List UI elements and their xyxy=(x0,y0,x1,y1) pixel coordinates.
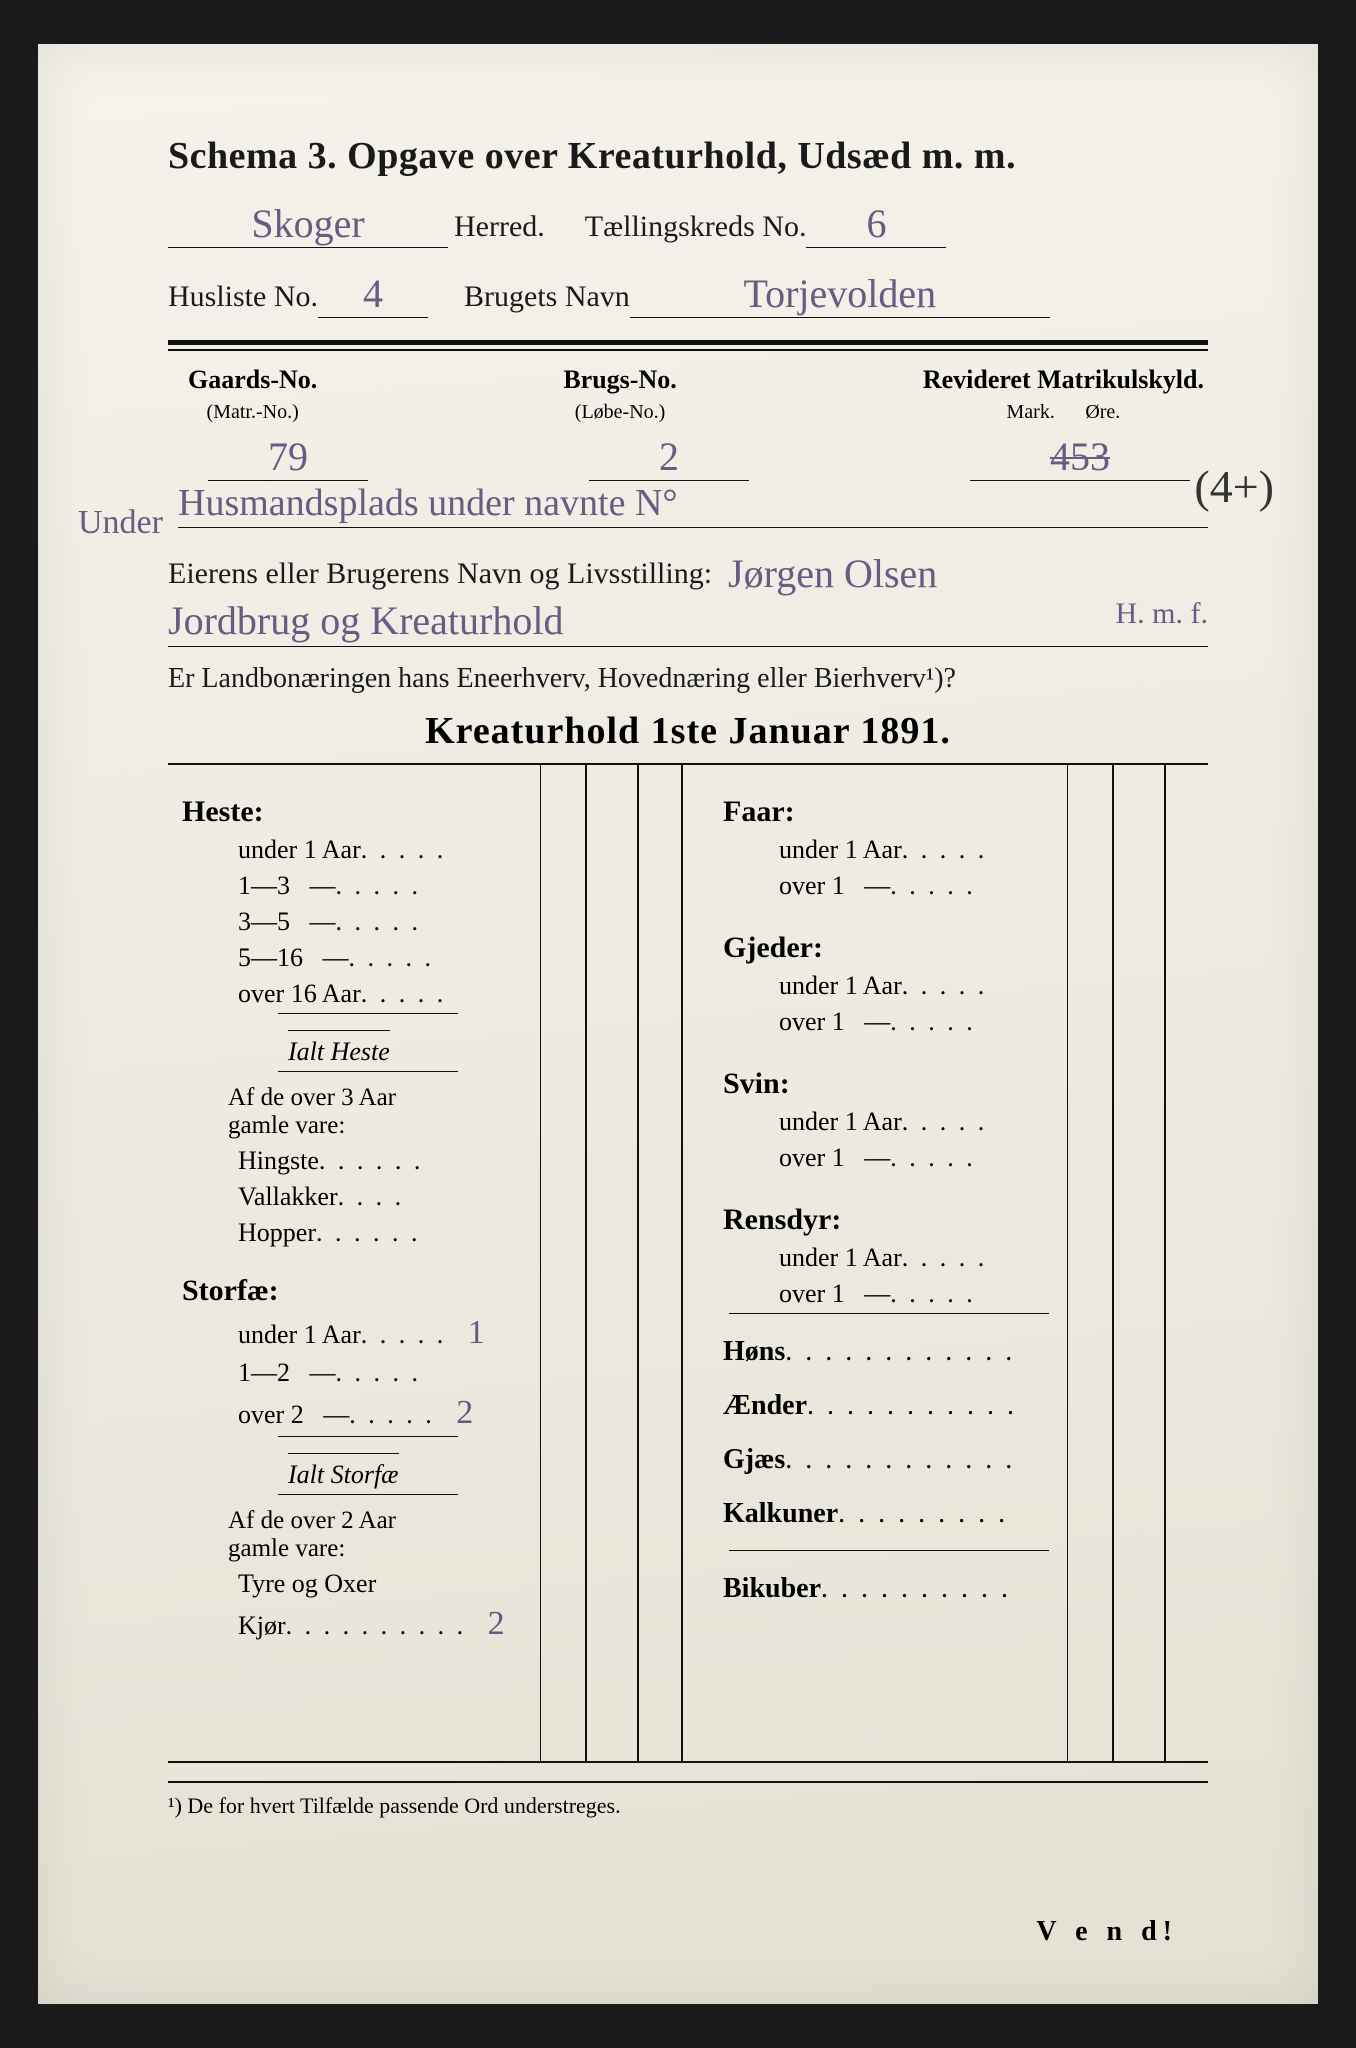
husliste-label: Husliste No. xyxy=(168,280,318,314)
column-values: 79 2 453 xyxy=(168,429,1208,477)
heste-sub: Af de over 3 Aar gamle vare: xyxy=(228,1084,667,1140)
storfae-sub: Af de over 2 Aar gamle vare: xyxy=(228,1507,667,1563)
col-gaards-sub: (Matr.-No.) xyxy=(207,401,299,423)
husmand-note: Husmandsplads under navnte N° xyxy=(178,481,1208,528)
item-kalkuner: Kalkuner . . . . . . . . . xyxy=(723,1498,1208,1530)
cat-rensdyr: Rensdyr: xyxy=(723,1203,1208,1237)
rule-kalk xyxy=(729,1550,1049,1551)
rule-heste xyxy=(278,1013,458,1014)
owner-value2: Jordbrug og Kreaturhold xyxy=(168,598,563,643)
brugets-value: Torjevolden xyxy=(630,270,1050,318)
item-r-o1: over 1 — . . . . . xyxy=(779,1279,1208,1309)
row-husliste: Husliste No. 4 Brugets Navn Torjevolden xyxy=(168,266,1208,314)
col-ore: Øre. xyxy=(1085,401,1120,423)
col-brugs: Brugs-No. (Løbe-No.) xyxy=(563,365,676,425)
val-s-o2: 2 xyxy=(435,1394,495,1432)
item-sv-o1: over 1 — . . . . . xyxy=(779,1143,1208,1173)
rule-storfae2 xyxy=(278,1494,458,1495)
item-s-12: 1—2 — . . . . . xyxy=(238,1358,667,1388)
schema-title: Schema 3. Opgave over Kreaturhold, Udsæd… xyxy=(168,134,1208,178)
col-skyld: Revideret Matrikulskyld. Mark. Øre. xyxy=(923,365,1204,425)
vend: V e n d! xyxy=(1036,1916,1178,1948)
tally-border-l xyxy=(540,765,542,1761)
val-kjor: 2 xyxy=(466,1605,526,1643)
owner-value1: Jørgen Olsen xyxy=(728,551,937,596)
rule-heste2 xyxy=(278,1071,458,1072)
herred-value: Skoger xyxy=(168,200,448,248)
col-gaards: Gaards-No. (Matr.-No.) xyxy=(188,365,317,425)
owner-row: Eierens eller Brugerens Navn og Livsstil… xyxy=(168,546,1208,593)
under-note: Under xyxy=(78,504,163,542)
rule-storfae xyxy=(278,1436,458,1437)
col-brugs-label: Brugs-No. xyxy=(563,365,676,394)
footnote: ¹) De for hvert Tilfælde passende Ord un… xyxy=(168,1781,1208,1819)
herred-label: Herred. xyxy=(454,210,545,244)
skyld-value: 453 xyxy=(970,433,1190,481)
item-hingste: Hingste . . . . . . xyxy=(238,1146,667,1176)
owner-hmf: H. m. f. xyxy=(1116,597,1209,631)
cat-storfae: Storfæ: xyxy=(182,1274,667,1308)
item-kjor: Kjør . . . . . . . . . .2 xyxy=(238,1605,667,1643)
col-gaards-label: Gaards-No. xyxy=(188,365,317,394)
item-hons: Høns . . . . . . . . . . . . xyxy=(723,1336,1208,1368)
owner-row2: Jordbrug og Kreaturhold H. m. f. xyxy=(168,597,1208,647)
item-sv-u1: under 1 Aar . . . . . xyxy=(779,1107,1208,1137)
item-hopper: Hopper . . . . . . xyxy=(238,1218,667,1248)
item-g-u1: under 1 Aar . . . . . xyxy=(779,971,1208,1001)
brugets-label: Brugets Navn xyxy=(464,280,630,314)
item-h-35: 3—5 — . . . . . xyxy=(238,907,667,937)
rule-thin xyxy=(168,349,1208,351)
ialt-heste: Ialt Heste xyxy=(288,1030,390,1067)
item-h-u1: under 1 Aar . . . . . xyxy=(238,835,667,865)
col-brugs-sub: (Løbe-No.) xyxy=(575,401,666,423)
item-aender: Ænder . . . . . . . . . . . xyxy=(723,1390,1208,1422)
item-h-516: 5—16 — . . . . . xyxy=(238,943,667,973)
col-mark: Mark. xyxy=(1007,401,1055,423)
two-column-table: Heste: under 1 Aar . . . . . 1—3 — . . .… xyxy=(168,763,1208,1763)
kreds-label: Tællingskreds No. xyxy=(585,210,807,244)
item-tyre: Tyre og Oxer xyxy=(238,1569,667,1599)
val-s-u1: 1 xyxy=(446,1314,506,1352)
col-skyld-label: Revideret Matrikulskyld. xyxy=(923,365,1204,394)
column-headers: Gaards-No. (Matr.-No.) Brugs-No. (Løbe-N… xyxy=(168,365,1208,425)
gaards-value: 79 xyxy=(208,433,368,481)
right-column: Faar: under 1 Aar . . . . . over 1 — . .… xyxy=(683,765,1208,1761)
rule-rens xyxy=(729,1313,1049,1314)
cat-heste: Heste: xyxy=(182,795,667,829)
row-herred: Skoger Herred. Tællingskreds No. 6 xyxy=(168,196,1208,244)
item-h-o16: over 16 Aar . . . . . xyxy=(238,979,667,1009)
item-f-o1: over 1 — . . . . . xyxy=(779,871,1208,901)
section-title: Kreaturhold 1ste Januar 1891. xyxy=(168,709,1208,753)
ialt-storfae: Ialt Storfæ xyxy=(288,1453,399,1490)
cat-gjeder: Gjeder: xyxy=(723,931,1208,965)
document-page: Schema 3. Opgave over Kreaturhold, Udsæd… xyxy=(38,44,1318,2004)
brugs-value: 2 xyxy=(589,433,749,481)
item-s-o2: over 2 — . . . . .2 xyxy=(238,1394,667,1432)
item-g-o1: over 1 — . . . . . xyxy=(779,1007,1208,1037)
tally-border-r xyxy=(1067,765,1069,1761)
husliste-value: 4 xyxy=(318,270,428,318)
rule-thick xyxy=(168,340,1208,345)
item-f-u1: under 1 Aar . . . . . xyxy=(779,835,1208,865)
owner-label: Eierens eller Brugerens Navn og Livsstil… xyxy=(168,557,712,590)
item-r-u1: under 1 Aar . . . . . xyxy=(779,1243,1208,1273)
item-h-13: 1—3 — . . . . . xyxy=(238,871,667,901)
item-gjaes: Gjæs . . . . . . . . . . . . xyxy=(723,1444,1208,1476)
kreds-value: 6 xyxy=(806,200,946,248)
owner-question: Er Landbonæringen hans Eneerhverv, Hoved… xyxy=(168,663,1208,695)
cat-svin: Svin: xyxy=(723,1067,1208,1101)
left-column: Heste: under 1 Aar . . . . . 1—3 — . . .… xyxy=(168,765,683,1761)
cat-faar: Faar: xyxy=(723,795,1208,829)
item-bikuber: Bikuber . . . . . . . . . . xyxy=(723,1573,1208,1605)
item-s-u1: under 1 Aar . . . . .1 xyxy=(238,1314,667,1352)
item-vallakker: Vallakker . . . . xyxy=(238,1182,667,1212)
